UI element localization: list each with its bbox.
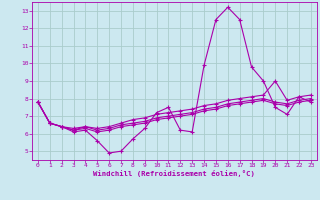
X-axis label: Windchill (Refroidissement éolien,°C): Windchill (Refroidissement éolien,°C)	[93, 170, 255, 177]
